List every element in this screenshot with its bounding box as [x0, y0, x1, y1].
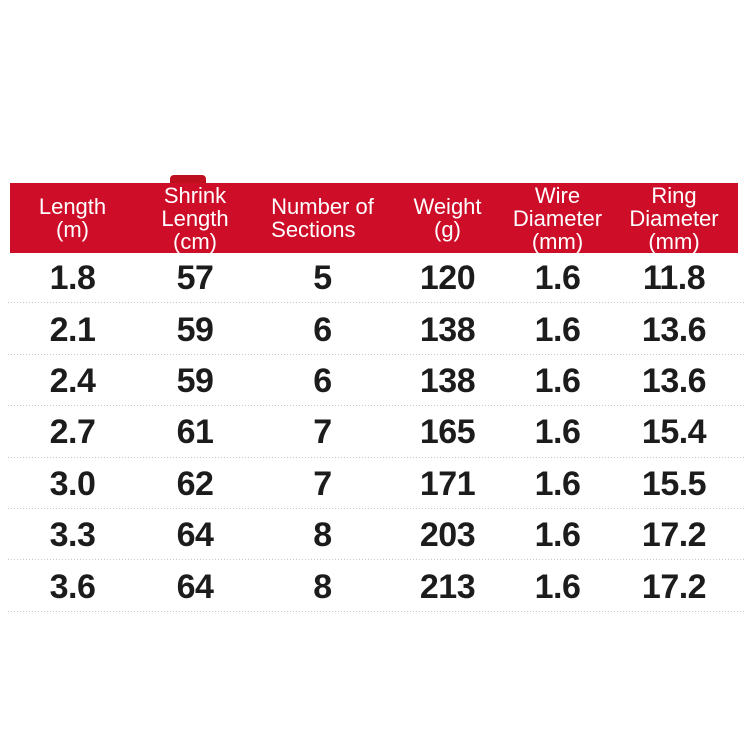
header-cell-wire-diameter: Wire Diameter (mm)	[505, 183, 610, 253]
table-cell-ring-diameter: 15.5	[641, 464, 707, 503]
table-cell-sections: 6	[313, 361, 332, 400]
header-cell-length: Length (m)	[10, 183, 135, 253]
table-cell-shrink-length: 64	[176, 516, 214, 555]
table-cell-sections: 8	[313, 516, 332, 555]
header-label-line: Sections	[271, 217, 356, 242]
table-cell-sections: 8	[313, 567, 332, 606]
table-row: 3.3 64 8 203 1.6 17.2	[8, 510, 746, 562]
table-row: 2.4 59 6 138 1.6 13.6	[8, 356, 746, 408]
header-label-line: Diameter	[512, 205, 603, 231]
header-label-line: (mm)	[648, 228, 700, 254]
header-label-line: Wire	[534, 182, 581, 208]
table-cell-length: 3.3	[49, 516, 96, 555]
table-cell-wire-diameter: 1.6	[534, 310, 581, 349]
table-cell-length: 2.1	[49, 310, 96, 349]
red-smudge-artifact	[170, 175, 206, 185]
table-row: 2.7 61 7 165 1.6 15.4	[8, 407, 746, 459]
header-cell-ring-diameter: Ring Diameter (mm)	[610, 183, 738, 253]
header-cell-weight: Weight (g)	[390, 183, 505, 253]
table-cell-ring-diameter: 17.2	[641, 516, 707, 555]
table-cell-ring-diameter: 15.4	[641, 413, 707, 452]
header-label-line: (g)	[434, 217, 461, 242]
table-cell-sections: 7	[313, 413, 332, 452]
header-label-line: (cm)	[173, 228, 217, 254]
table-row: 1.8 57 5 120 1.6 11.8	[8, 253, 746, 305]
table-cell-weight: 138	[419, 310, 476, 349]
table-cell-wire-diameter: 1.6	[534, 464, 581, 503]
header-label-line: Weight	[413, 194, 482, 219]
table-cell-shrink-length: 61	[176, 413, 214, 452]
table-row: 2.1 59 6 138 1.6 13.6	[8, 304, 746, 357]
table-cell-weight: 171	[419, 464, 476, 503]
table-cell-ring-diameter: 13.6	[641, 310, 707, 349]
table-cell-weight: 138	[419, 361, 476, 400]
table-cell-weight: 120	[419, 259, 476, 298]
table-header-row: Length (m) Shrink Length (cm) Number of …	[10, 183, 738, 253]
table-cell-length: 2.7	[49, 413, 96, 452]
table-cell-shrink-length: 59	[176, 310, 214, 349]
header-label-line: (m)	[56, 217, 89, 242]
header-label-line: Length	[161, 205, 229, 231]
table-cell-wire-diameter: 1.6	[534, 361, 581, 400]
table-cell-length: 2.4	[49, 361, 96, 400]
table-body: 1.8 57 5 120 1.6 11.8 2.1 59 6 138 1.6 13.6 2.4 59 6 13…	[8, 253, 746, 614]
table-row: 3.6 64 8 213 1.6 17.2	[8, 561, 746, 614]
spec-table: Length (m) Shrink Length (cm) Number of …	[8, 183, 746, 614]
table-cell-shrink-length: 57	[176, 259, 214, 298]
table-cell-shrink-length: 64	[176, 567, 214, 606]
table-cell-sections: 5	[313, 259, 332, 298]
table-cell-wire-diameter: 1.6	[534, 259, 581, 298]
header-cell-sections: Number of Sections	[255, 183, 390, 253]
table-cell-shrink-length: 59	[176, 361, 214, 400]
table-row: 3.0 62 7 171 1.6 15.5	[8, 459, 746, 511]
table-cell-wire-diameter: 1.6	[534, 413, 581, 452]
table-cell-sections: 7	[313, 464, 332, 503]
header-label-line: Diameter	[629, 205, 719, 231]
table-cell-shrink-length: 62	[176, 464, 214, 503]
header-label-line: (mm)	[531, 228, 584, 254]
table-cell-weight: 203	[419, 516, 476, 555]
table-cell-weight: 165	[419, 413, 476, 452]
table-cell-sections: 6	[313, 310, 332, 349]
table-cell-ring-diameter: 17.2	[641, 567, 707, 606]
header-label-line: Number of	[271, 194, 374, 219]
header-label-line: Shrink	[163, 182, 227, 208]
table-cell-ring-diameter: 13.6	[641, 361, 707, 400]
header-label-line: Length	[38, 194, 107, 219]
table-cell-length: 3.0	[49, 464, 96, 503]
table-cell-wire-diameter: 1.6	[534, 567, 581, 606]
table-cell-length: 1.8	[49, 259, 96, 298]
table-cell-wire-diameter: 1.6	[534, 516, 581, 555]
header-cell-shrink-length: Shrink Length (cm)	[135, 183, 255, 253]
table-cell-ring-diameter: 11.8	[642, 259, 706, 298]
table-cell-length: 3.6	[49, 567, 96, 606]
table-cell-weight: 213	[419, 567, 476, 606]
header-label-line: Ring	[651, 182, 697, 208]
